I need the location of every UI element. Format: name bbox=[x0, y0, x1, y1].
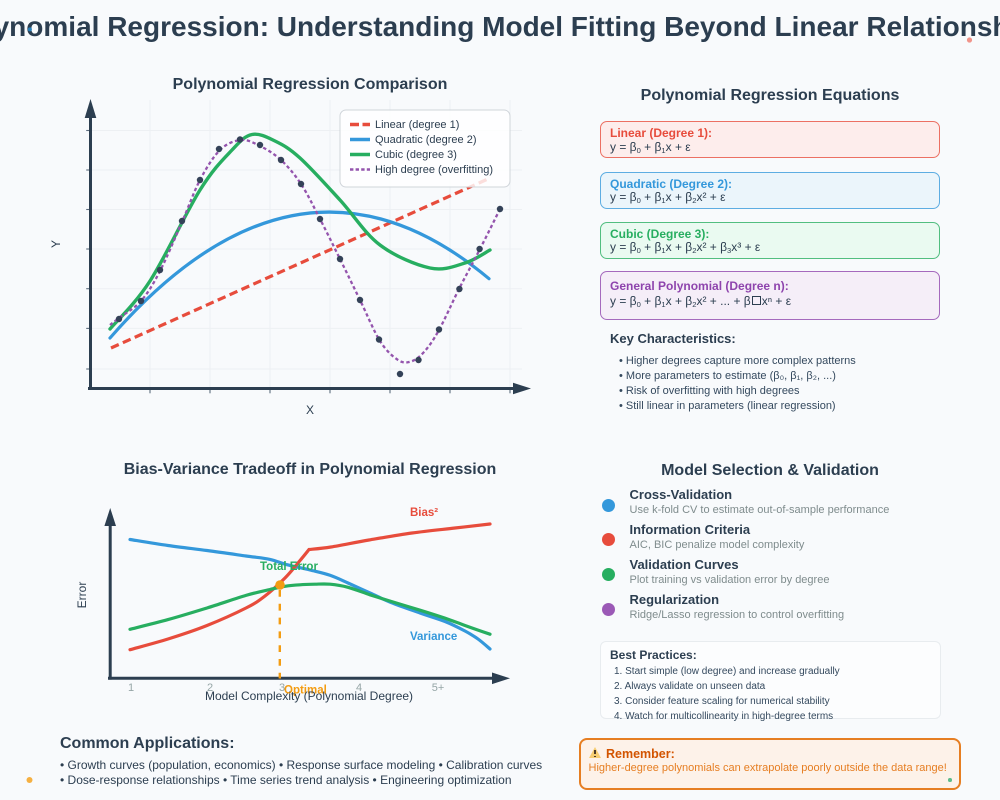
svg-text:Cubic (degree 3): Cubic (degree 3) bbox=[375, 149, 457, 161]
svg-text:1: 1 bbox=[128, 682, 134, 694]
svg-text:3: 3 bbox=[279, 682, 285, 694]
svg-text:Total Error: Total Error bbox=[260, 561, 318, 573]
svg-text:2: 2 bbox=[207, 682, 213, 694]
svg-text:Model Complexity (Polynomial D: Model Complexity (Polynomial Degree) bbox=[205, 689, 413, 703]
svg-text:High degree (overfitting): High degree (overfitting) bbox=[375, 164, 493, 176]
svg-text:Error: Error bbox=[75, 582, 89, 609]
svg-text:Bias²: Bias² bbox=[410, 507, 438, 519]
svg-text:X: X bbox=[306, 403, 314, 417]
svg-text:Optimal: Optimal bbox=[284, 685, 327, 697]
svg-text:Linear (degree 1): Linear (degree 1) bbox=[375, 119, 459, 131]
svg-text:Quadratic (degree 2): Quadratic (degree 2) bbox=[375, 134, 477, 146]
svg-text:Y: Y bbox=[49, 240, 63, 248]
svg-text:Variance: Variance bbox=[410, 631, 457, 643]
svg-text:4: 4 bbox=[356, 682, 362, 694]
svg-text:5+: 5+ bbox=[432, 682, 445, 694]
